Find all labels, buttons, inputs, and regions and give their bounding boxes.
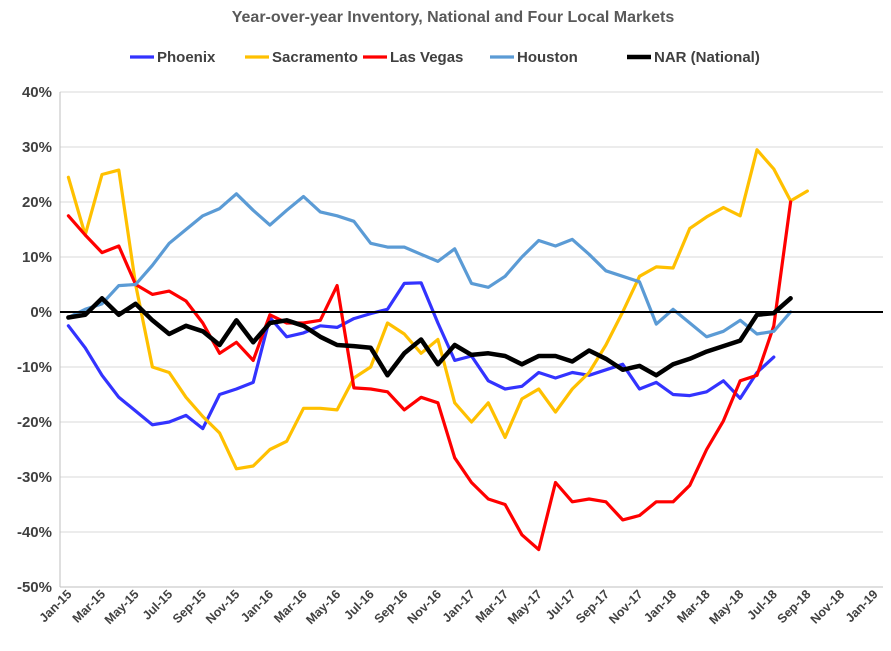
chart-title: Year-over-year Inventory, National and F… [232, 9, 675, 26]
legend-label: Las Vegas [390, 49, 463, 66]
x-tick-label: Nov-16 [405, 587, 444, 626]
x-tick-label: Jan-16 [238, 587, 276, 625]
x-tick-label: Nov-17 [606, 587, 645, 626]
legend-label: Houston [517, 49, 578, 66]
x-tick-label: Sep-17 [573, 587, 612, 626]
y-axis-ticks: 40% 30% 20% 10% 0% -10% -20% -30% -40% -50% [17, 84, 52, 596]
x-tick-label: Nov-18 [808, 587, 847, 626]
series-line-las-vegas [66, 200, 793, 552]
x-tick-label: Jan-17 [440, 587, 478, 625]
series-line-nar-national [66, 296, 793, 378]
legend-label: NAR (National) [654, 49, 760, 66]
y-tick-label: -50% [17, 579, 52, 596]
x-tick-label: Nov-15 [203, 587, 242, 626]
series-line-phoenix [66, 281, 776, 431]
x-tick-label: May-18 [706, 587, 746, 627]
y-tick-label: 30% [22, 139, 52, 156]
x-tick-label: Sep-16 [372, 587, 411, 626]
y-tick-label: 0% [30, 304, 52, 321]
x-tick-label: Mar-18 [674, 587, 712, 625]
x-tick-label: May-15 [102, 587, 142, 627]
y-tick-label: 10% [22, 249, 52, 266]
x-tick-label: Jan-19 [843, 587, 881, 625]
series-line-sacramento [66, 148, 810, 471]
series-line-houston [66, 192, 793, 339]
x-tick-label: May-16 [303, 587, 343, 627]
legend-label: Sacramento [272, 49, 358, 66]
legend: Phoenix Sacramento Las Vegas Houston NAR (Na… [130, 49, 760, 66]
y-tick-label: -10% [17, 359, 52, 376]
x-tick-label: May-17 [505, 587, 545, 627]
gridlines [59, 91, 883, 588]
y-tick-label: -40% [17, 524, 52, 541]
x-tick-label: Sep-18 [775, 587, 814, 626]
y-tick-label: -30% [17, 469, 52, 486]
y-tick-label: -20% [17, 414, 52, 431]
x-tick-label: Sep-15 [170, 587, 209, 626]
y-tick-label: 40% [22, 84, 52, 101]
x-tick-label: Mar-17 [473, 587, 511, 625]
x-tick-label: Jan-18 [641, 587, 679, 625]
y-tick-label: 20% [22, 194, 52, 211]
legend-label: Phoenix [157, 49, 216, 66]
x-tick-label: Mar-16 [271, 587, 309, 625]
x-axis-ticks: Jan-15Mar-15May-15Jul-15Sep-15Nov-15Jan-… [37, 587, 881, 627]
x-tick-label: Mar-15 [70, 587, 108, 625]
series-lines [66, 148, 810, 552]
